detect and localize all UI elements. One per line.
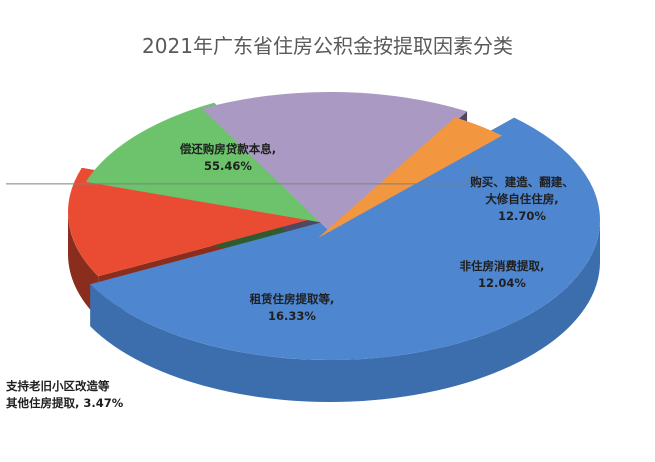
pie-slice-side-0 [90,220,600,402]
pie-slice-1 [67,167,338,277]
data-label-4-line-0: 支持老旧小区改造等 [5,379,110,393]
data-label-2-line-1: 12.04% [478,276,526,290]
data-label-3-line-1: 16.33% [268,309,316,323]
data-label-4-line-1: 其他住房提取, 3.47% [6,396,124,410]
data-label-0-line-1: 55.46% [204,159,252,173]
leader-line [6,167,478,185]
data-label-3-line-0: 租赁住房提取等, [250,292,335,306]
data-label-1: 购买、建造、翻建、大修自住住房, 12.70% [470,175,574,223]
data-label-1-line-2: 12.70% [498,209,546,223]
data-label-0-line-0: 偿还购房贷款本息, [180,142,276,156]
data-label-1-line-0: 购买、建造、翻建、 [470,175,574,189]
chart-title: 2021年广东省住房公积金按提取因素分类 [142,34,513,58]
pie-slice-3 [202,92,468,233]
data-label-1-line-1: 大修自住住房, [485,192,558,206]
pie-slice-0 [90,117,600,360]
pie-slice-4 [318,117,503,238]
data-label-2-line-0: 非住房消费提取, [460,259,545,273]
data-label-0: 偿还购房贷款本息, 55.46% [180,142,276,173]
data-label-4: 支持老旧小区改造等其他住房提取, 3.47% [5,379,124,410]
pie-slice-2 [85,102,343,226]
data-label-2: 非住房消费提取, 12.04% [460,259,545,290]
data-label-3: 租赁住房提取等, 16.33% [250,292,335,323]
